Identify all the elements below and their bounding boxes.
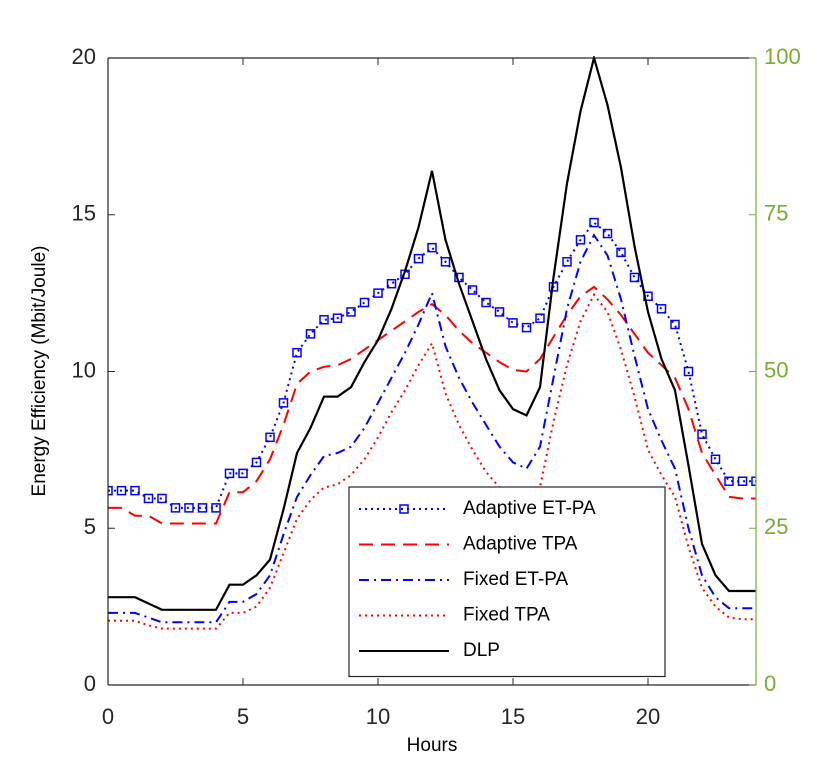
y2-tick-label: 100 bbox=[764, 44, 801, 69]
marker bbox=[440, 257, 451, 267]
legend-label: Fixed ET-PA bbox=[463, 569, 569, 590]
y2-tick-label: 25 bbox=[764, 514, 788, 539]
marker bbox=[319, 315, 329, 325]
marker bbox=[211, 503, 221, 513]
marker bbox=[224, 468, 235, 479]
marker bbox=[197, 503, 208, 513]
marker bbox=[373, 288, 383, 298]
legend-label: Adaptive ET-PA bbox=[463, 498, 596, 519]
marker bbox=[116, 485, 127, 496]
x-tick-label: 10 bbox=[366, 704, 390, 729]
marker bbox=[265, 432, 275, 443]
marker bbox=[359, 297, 370, 308]
marker bbox=[683, 366, 694, 377]
x-tick-label: 15 bbox=[501, 704, 525, 729]
marker bbox=[467, 285, 478, 295]
marker bbox=[427, 242, 437, 253]
marker bbox=[292, 347, 302, 358]
plot bbox=[108, 56, 756, 630]
marker bbox=[108, 485, 113, 496]
marker bbox=[562, 257, 572, 267]
marker bbox=[170, 503, 181, 513]
y-tick-label: 5 bbox=[84, 514, 96, 539]
marker bbox=[737, 476, 748, 486]
marker bbox=[494, 307, 505, 317]
marker bbox=[535, 313, 545, 323]
marker bbox=[616, 247, 626, 258]
x-tick-label: 20 bbox=[636, 704, 660, 729]
y2-tick-label: 75 bbox=[764, 201, 788, 226]
marker bbox=[386, 278, 397, 289]
marker bbox=[157, 493, 167, 504]
marker bbox=[521, 322, 532, 333]
marker bbox=[751, 476, 756, 486]
series-line bbox=[108, 292, 756, 630]
marker bbox=[305, 329, 316, 339]
y-tick-label: 0 bbox=[84, 671, 96, 696]
marker bbox=[413, 253, 424, 264]
marker bbox=[710, 454, 721, 465]
series-line bbox=[108, 285, 756, 525]
marker bbox=[481, 297, 491, 308]
legend-marker bbox=[399, 504, 409, 514]
y2-tick-label: 50 bbox=[764, 357, 788, 382]
marker bbox=[508, 318, 518, 328]
y2-tick-label: 0 bbox=[764, 671, 776, 696]
marker bbox=[656, 304, 667, 314]
marker bbox=[130, 485, 140, 496]
marker bbox=[670, 319, 680, 330]
marker bbox=[575, 235, 586, 245]
x-axis-label: Hours bbox=[407, 735, 458, 756]
legend-label: Adaptive TPA bbox=[463, 534, 578, 555]
x-tick-label: 0 bbox=[102, 704, 114, 729]
marker bbox=[346, 307, 356, 317]
marker bbox=[589, 217, 599, 228]
marker bbox=[251, 457, 262, 468]
series-line bbox=[108, 221, 756, 509]
marker bbox=[278, 398, 289, 408]
y-axis-label: Energy Efficiency (Mbit/Joule) bbox=[29, 246, 50, 497]
legend-label: Fixed TPA bbox=[463, 605, 550, 626]
marker bbox=[332, 313, 343, 323]
marker bbox=[602, 228, 613, 239]
marker bbox=[629, 272, 640, 283]
marker bbox=[697, 429, 707, 439]
series-line bbox=[108, 56, 756, 611]
y-tick-label: 10 bbox=[72, 357, 96, 382]
marker bbox=[143, 493, 154, 504]
y-tick-label: 15 bbox=[72, 201, 96, 226]
legend-box bbox=[348, 486, 666, 678]
marker bbox=[724, 476, 734, 486]
x-tick-label: 5 bbox=[237, 704, 249, 729]
legend-label: DLP bbox=[463, 640, 500, 661]
y-tick-label: 20 bbox=[72, 44, 96, 69]
marker bbox=[238, 468, 248, 479]
marker bbox=[184, 503, 194, 513]
